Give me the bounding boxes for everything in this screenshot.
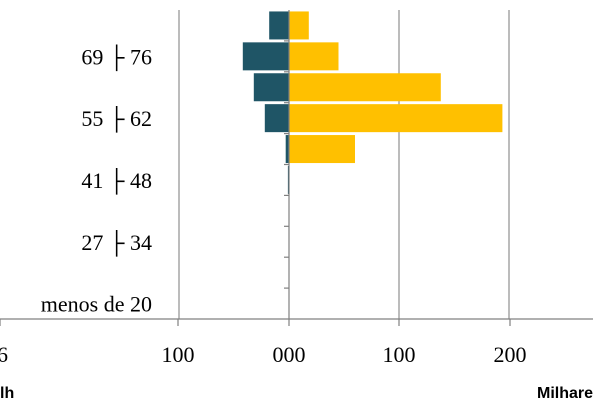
bar-series1-bin5	[289, 135, 355, 164]
x-axis-title-left: lh	[0, 385, 14, 402]
x-tick-label-0: 6	[0, 342, 8, 367]
labels-layer: 6 100 000 100 200 menos de 20 27 ├ 34 41 ├ 48 55…	[0, 43, 593, 402]
x-tick-label-2: 000	[273, 342, 306, 367]
grid-layer	[178, 10, 510, 319]
bar-series1-bin6	[289, 104, 503, 133]
bar-series0-bin7	[253, 73, 289, 102]
bar-series0-bin5	[285, 135, 289, 164]
axis-layer	[0, 10, 593, 326]
y-category-label-4: 69 ├ 76	[81, 43, 152, 71]
bar-series1-bin9	[289, 11, 309, 40]
bars-layer	[242, 11, 503, 194]
bar-series1-bin7	[289, 73, 441, 102]
x-tick-label-4: 200	[494, 342, 527, 367]
y-category-label-0: menos de 20	[41, 292, 152, 317]
bar-series0-bin6	[264, 104, 289, 133]
y-category-label-1: 27 ├ 34	[81, 229, 152, 257]
bar-series1-bin8	[289, 42, 339, 71]
x-axis-title-right: Milhare	[537, 385, 593, 402]
y-category-label-2: 41 ├ 48	[81, 167, 152, 195]
y-category-label-3: 55 ├ 62	[81, 105, 152, 133]
x-tick-label-1: 100	[162, 342, 195, 367]
x-tick-label-3: 100	[383, 342, 416, 367]
bar-series0-bin8	[242, 42, 289, 71]
bar-series0-bin9	[269, 11, 289, 40]
